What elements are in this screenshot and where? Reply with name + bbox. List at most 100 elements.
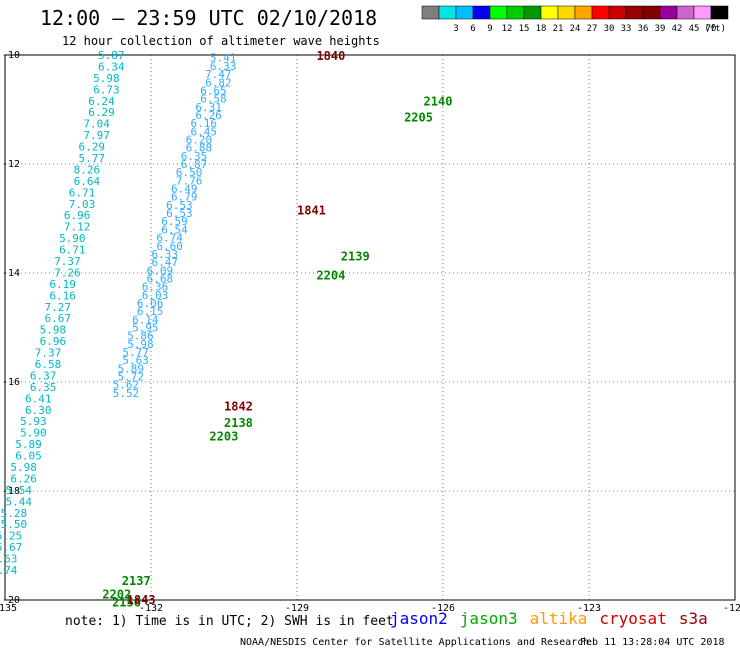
time-label: 2203 (209, 430, 238, 444)
colorbar-swatch (574, 5, 593, 20)
observation-value: 7.03 (69, 198, 96, 211)
time-label: 2140 (424, 94, 453, 108)
observation-value: 6.71 (69, 186, 96, 199)
time-label: 2139 (341, 250, 370, 264)
colorbar-swatch (557, 5, 576, 20)
colorbar-label: 70 (706, 24, 717, 34)
y-tick-label: -16 (2, 377, 20, 388)
observation-value: 7.37 (35, 347, 62, 360)
colorbar-label: 42 (672, 24, 683, 34)
observation-value: 5.87 (98, 49, 125, 62)
x-tick-label: -129 (285, 603, 309, 614)
time-label: 1842 (224, 400, 253, 414)
colorbar-label: 27 (587, 24, 598, 34)
observation-value: 6.96 (40, 335, 67, 348)
observation-value: 5.67 (0, 541, 22, 554)
footer-timestamp: Feb 11 13:28:04 UTC 2018 (580, 637, 725, 648)
y-tick-label: -18 (2, 486, 20, 497)
colorbar-swatch (489, 5, 508, 20)
observation-value: 5.90 (20, 427, 46, 440)
observation-value: 6.47 (152, 256, 179, 269)
observation-value: 5.72 (117, 371, 144, 384)
observation-value: 6.41 (25, 392, 52, 405)
observation-value: 6.34 (98, 60, 125, 73)
observation-value: 6.05 (15, 450, 42, 463)
time-label: 2202 (102, 588, 131, 602)
observation-value: 5.41 (210, 52, 237, 65)
observation-value: 5.44 (6, 495, 33, 508)
legend-item: s3a (679, 609, 708, 628)
axis-ticks: -135 -132 -129 -126 -123 -120 -10 -12 -14 -16 -18 -… (0, 50, 740, 614)
observation-value: 5.77 (122, 346, 149, 359)
observation-value: 5.63 (122, 354, 149, 367)
satellite-legend: jason2 jason3 altika cryosat s3a (390, 609, 708, 628)
observation-value: 6.54 (161, 223, 188, 236)
observation-value: 6.30 (25, 404, 52, 417)
y-tick-label: -10 (2, 50, 20, 61)
chart-title: 12:00 – 23:59 UTC 02/10/2018 (40, 6, 377, 30)
observation-value: 5.62 (113, 379, 140, 392)
observation-value: 5.52 (113, 387, 140, 400)
observation-value: 5.90 (59, 232, 86, 245)
observation-value: 7.47 (205, 68, 232, 81)
observation-value: 6.26 (10, 472, 37, 485)
observation-value: 7.76 (176, 174, 203, 187)
observation-value: 5.98 (40, 324, 67, 337)
observation-value: 6.64 (74, 175, 101, 188)
colorbar-swatch (472, 5, 491, 20)
legend-item: jason3 (460, 609, 518, 628)
observation-value: 6.96 (64, 209, 91, 222)
colorbar-swatch (625, 5, 644, 20)
footer-credit: NOAA/NESDIS Center for Satellite Applica… (240, 637, 589, 648)
footer-note: note: 1) Time is in UTC; 2) SWH is in fe… (65, 614, 394, 629)
observation-value: 6.19 (49, 278, 75, 291)
observation-value: 6.58 (35, 358, 62, 371)
colorbar-swatch (523, 5, 542, 20)
observation-value: 6.60 (156, 240, 183, 253)
observation-value: 5.77 (79, 152, 106, 165)
colorbar-label: 18 (536, 24, 547, 34)
observation-value: 5.98 (127, 338, 154, 351)
time-label: 1843 (127, 593, 156, 607)
observation-value: 5.95 (132, 322, 159, 335)
observation-value: 6.79 (171, 191, 198, 204)
observation-value: 6.24 (88, 95, 115, 108)
x-tick-label: -135 (0, 603, 17, 614)
colorbar-label: 15 (519, 24, 530, 34)
observation-value: 6.88 (186, 142, 213, 155)
observation-value: 6.67 (44, 312, 71, 325)
observation-value: 6.15 (137, 305, 164, 318)
grid-lines (5, 55, 735, 600)
y-tick-label: -14 (2, 268, 20, 279)
observation-value: 6.53 (166, 207, 193, 220)
observation-value: 6.16 (49, 289, 75, 302)
observation-value: 5.86 (127, 330, 154, 343)
colorbar-swatch (710, 5, 729, 20)
observation-value: 6.68 (147, 272, 174, 285)
observation-value: 5.89 (117, 362, 144, 375)
colorbar-swatch (540, 5, 559, 20)
colorbar-label: 12 (502, 24, 513, 34)
observation-value: 6.45 (190, 125, 217, 138)
observation-value: 6.33 (210, 60, 237, 73)
observation-value: 6.82 (205, 76, 232, 89)
colorbar-swatch (659, 5, 678, 20)
colorbar-label: 24 (570, 24, 581, 34)
observation-value: 6.53 (166, 199, 193, 212)
time-label: 2137 (122, 574, 151, 588)
observation-value: 6.35 (181, 150, 208, 163)
colorbar-swatch (591, 5, 610, 20)
colorbar: 3 6 9 12 15 18 21 24 27 30 33 36 39 42 45 70(ft) (421, 5, 729, 34)
colorbar-swatch (608, 5, 627, 20)
y-tick-label: -20 (2, 595, 20, 606)
plot-frame (4, 54, 736, 601)
y-tick-label: -12 (2, 159, 20, 170)
observation-value: 6.29 (88, 106, 115, 119)
observation-value: 8.26 (74, 163, 101, 176)
observation-value: 5.89 (15, 438, 42, 451)
observation-value: 6.37 (30, 369, 57, 382)
observation-value: 6.09 (147, 264, 174, 277)
observation-value: 5.28 (1, 507, 28, 520)
observation-value: 6.71 (59, 244, 86, 257)
